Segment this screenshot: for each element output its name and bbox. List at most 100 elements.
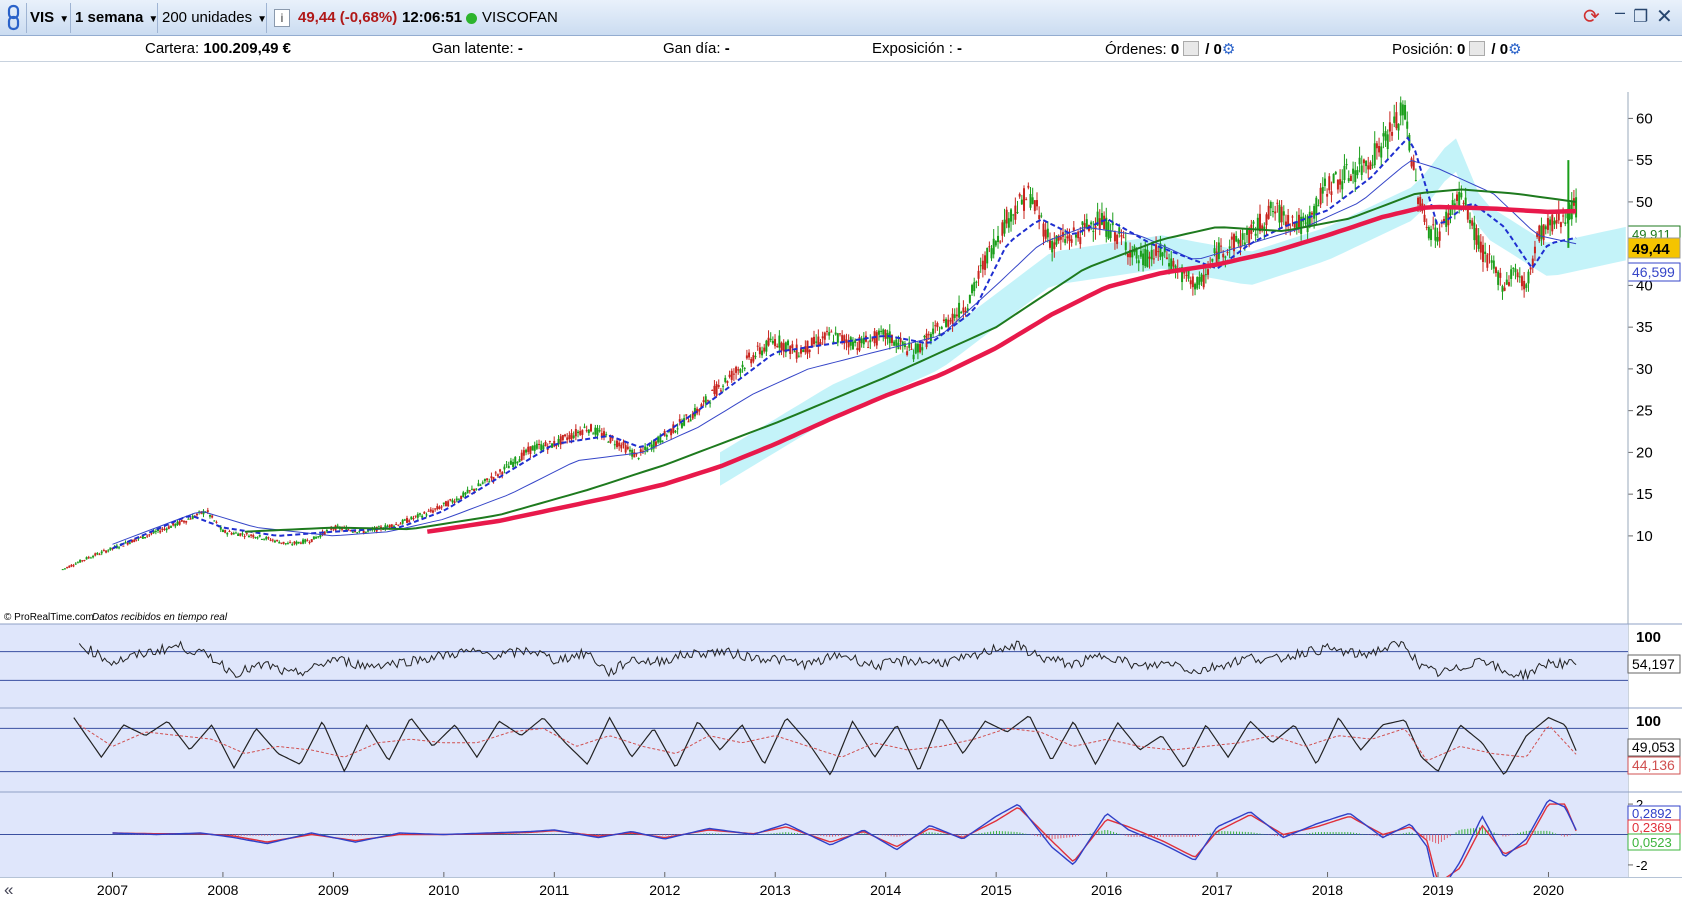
candle-body [1319,187,1322,205]
candle-body [79,559,82,563]
candle-body [271,539,274,541]
candle-body [570,433,573,440]
scroll-left-icon[interactable]: « [4,880,14,899]
candle-body [211,515,214,518]
candle-body [609,435,612,443]
candle-body [958,302,961,318]
minimize-icon[interactable]: – [1615,2,1626,22]
candle-body [265,537,268,540]
candle-body [776,346,779,348]
y-tick-label: 10 [1636,528,1653,545]
candle-body [449,499,452,501]
candle-body [1334,171,1337,175]
units-dropdown[interactable]: 200 unidades ▼ [162,5,267,31]
candle-body [975,281,978,283]
candle-body [1027,185,1030,188]
price-chart[interactable]: 101520253035404550556065© ProRealTime.co… [0,92,1682,877]
candle-body [234,532,237,534]
candle-body [1386,134,1389,150]
candle-body [1233,234,1236,252]
candle-body [351,531,354,533]
quote-time: 12:06:51 [402,9,463,26]
link-chain-icon[interactable] [4,4,24,32]
candle-body [509,460,512,465]
candle-body [730,370,733,380]
candle-body [1120,235,1123,237]
candle-body [397,524,400,526]
candle-body [182,521,185,523]
candle-body [934,325,937,327]
candle-body [410,516,413,520]
gear-icon[interactable]: ⚙ [1508,41,1522,58]
candle-body [1271,211,1274,213]
candle-body [1559,222,1562,228]
candle-body [280,542,283,544]
candle-body [496,474,499,477]
candle-body [1412,160,1415,170]
candle-body [1116,234,1119,245]
candle-body [1263,226,1266,230]
candle-body [1118,227,1121,235]
candle-body [1150,249,1153,260]
candle-body [698,409,701,412]
candle-body [823,332,826,340]
candle-body [1432,224,1435,226]
gan-dia-label: Gan día: [663,40,721,57]
candle-body [503,466,506,470]
candle-body [953,314,956,318]
x-tick-label: 2020 [1532,882,1565,898]
gear-icon[interactable]: ⚙ [1221,41,1236,58]
candle-body [412,518,415,520]
candle-body [89,557,92,559]
restore-icon[interactable]: ❐ [1633,7,1649,26]
candle-body [1527,271,1530,284]
ticker-dropdown[interactable]: VIS ▼ [30,5,69,31]
ichimoku-cloud [720,138,1626,486]
close-icon[interactable]: ✕ [1656,6,1673,28]
candle-body [133,539,136,543]
candle-body [239,533,242,536]
candle-body [295,541,298,545]
exposicion-value: - [957,40,963,57]
candle-body [499,469,502,472]
candle-body [765,340,768,352]
close-orders-icon[interactable] [1183,41,1200,56]
candle-body [1417,197,1420,204]
candle-body [691,413,694,419]
candle-body [1378,146,1381,153]
y-tick-label: 35 [1636,319,1653,336]
candle-body [906,351,909,356]
candle-body [860,338,863,344]
candle-body [323,531,326,535]
candle-body [1274,211,1277,214]
macd-signal-line [112,803,1577,877]
candle-body [163,528,166,530]
candle-body [1168,263,1171,267]
candle-body [284,543,287,545]
candle-body [984,255,987,270]
candle-body [118,547,121,549]
period-dropdown[interactable]: 1 semana ▼ [75,5,158,31]
candle-body [990,248,993,259]
candle-body [386,526,389,528]
candle-body [1414,180,1417,182]
candle-body [68,565,71,568]
candle-body [256,537,259,539]
candle-body [1536,232,1539,237]
candle-body [1061,232,1064,237]
candle-body [416,514,419,518]
candle-body [258,534,261,537]
macd-y-tick-label: 2 [1636,797,1643,812]
close-position-icon[interactable] [1469,41,1486,56]
candle-body [1391,132,1394,136]
candle-body [1064,239,1067,243]
candle-body [1438,231,1441,241]
macd-line [112,799,1577,877]
refresh-icon[interactable]: ⟳ [1583,6,1600,28]
candle-body [1213,248,1216,253]
info-icon[interactable]: i [274,9,290,27]
candle-body [1163,245,1166,253]
candle-body [66,567,69,569]
candle-body [107,550,110,552]
portfolio-info-bar: Cartera: 100.209,49 € Gan latente: - Gan… [0,36,1682,62]
